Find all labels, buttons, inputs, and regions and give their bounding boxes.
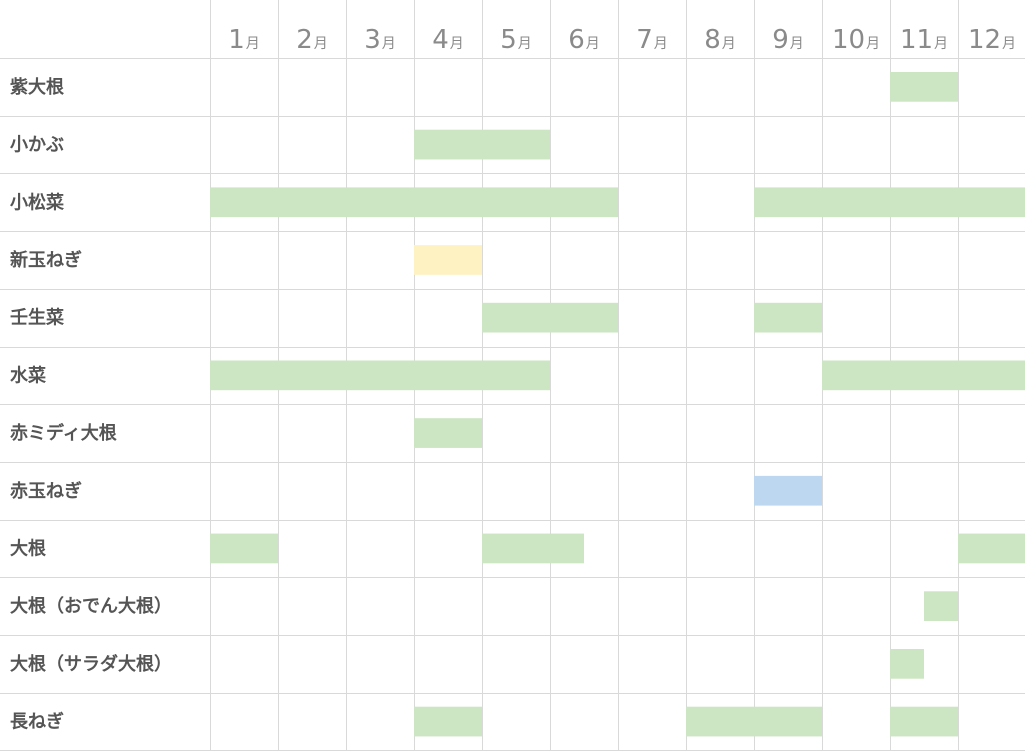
month-label: 3月 xyxy=(364,25,396,55)
row-label: 水菜 xyxy=(10,364,46,386)
month-label: 10月 xyxy=(832,25,880,55)
row-label: 長ねぎ xyxy=(10,711,64,733)
row-label: 新玉ねぎ xyxy=(10,249,82,271)
season-bar xyxy=(414,129,550,160)
row-label: 壬生菜 xyxy=(10,307,64,329)
row-label: 紫大根 xyxy=(10,76,64,98)
season-bar xyxy=(414,245,482,275)
season-bar xyxy=(414,706,482,737)
bars xyxy=(210,72,1025,737)
month-label: 4月 xyxy=(432,25,464,55)
season-bar xyxy=(822,360,1025,391)
season-bar xyxy=(754,187,1025,218)
row-label: 赤ミディ大根 xyxy=(10,422,117,444)
row-label: 大根（おでん大根） xyxy=(10,595,172,617)
season-bar xyxy=(754,302,822,333)
season-bar xyxy=(210,187,618,218)
row-label: 小かぶ xyxy=(10,135,64,156)
season-bar xyxy=(958,533,1025,564)
season-bar xyxy=(482,302,618,333)
month-label: 1月 xyxy=(228,25,260,55)
row-label: 赤玉ねぎ xyxy=(10,480,82,502)
month-label: 5月 xyxy=(500,25,532,55)
season-bar xyxy=(924,591,958,621)
row-label: 大根 xyxy=(10,537,46,559)
season-bar xyxy=(414,418,482,448)
season-bar xyxy=(754,475,822,506)
month-label: 9月 xyxy=(772,25,804,55)
month-label: 12月 xyxy=(968,25,1016,55)
month-label: 8月 xyxy=(704,25,736,55)
season-bar xyxy=(890,706,958,737)
season-bar xyxy=(890,72,958,102)
row-label: 小松菜 xyxy=(10,191,64,213)
row-label: 大根（サラダ大根） xyxy=(10,653,172,675)
month-header: 1月 2月 3月 4月 5月 6月 7月 8月 9月 10月 11月 12月 xyxy=(228,25,1016,55)
season-bar xyxy=(210,360,550,391)
month-label: 6月 xyxy=(568,25,600,55)
month-label: 2月 xyxy=(296,25,328,55)
season-bar xyxy=(482,533,584,564)
month-label: 11月 xyxy=(900,25,948,55)
season-bar xyxy=(686,706,822,737)
season-bar xyxy=(210,533,278,564)
month-label: 7月 xyxy=(636,25,668,55)
season-bar xyxy=(890,649,924,679)
